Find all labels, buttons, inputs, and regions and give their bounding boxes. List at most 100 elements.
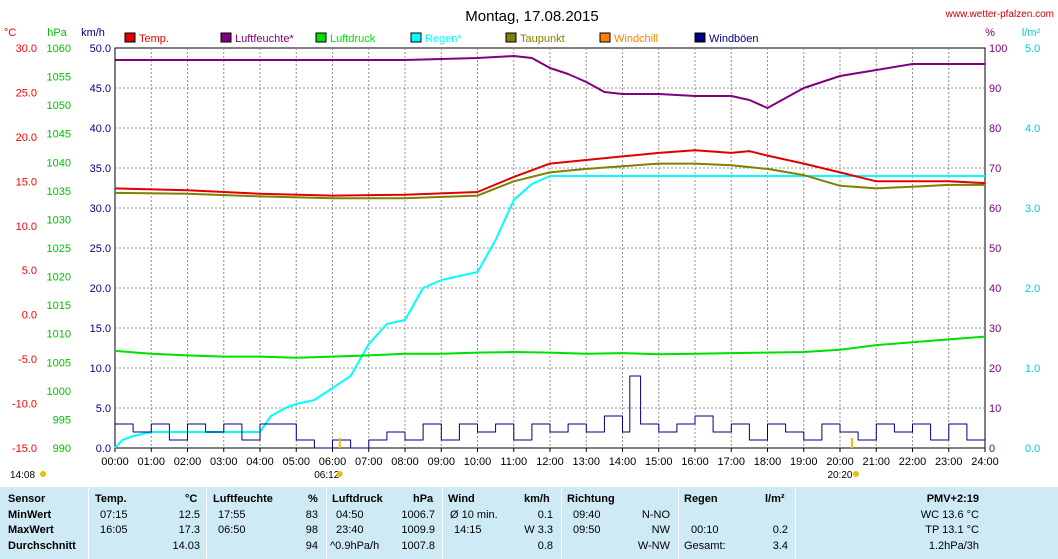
humidity-min-time: 17:55 — [218, 509, 246, 521]
chart-series — [114, 55, 986, 449]
rain-header: Regen — [684, 493, 718, 505]
pressure-unit: hPa — [413, 493, 434, 505]
humidity-avg-value: 94 — [305, 540, 318, 552]
pressure-min-time: 04:50 — [336, 509, 364, 521]
pressure-axis-tick-label: 1050 — [47, 100, 71, 112]
temp-axis-tick-label: 25.0 — [16, 87, 37, 99]
direction-max-time: 09:50 — [573, 524, 601, 536]
humidity-axis-tick-label: 50 — [989, 243, 1001, 255]
legend-label-luftfeuchte: Luftfeuchte* — [235, 33, 294, 45]
source-link[interactable]: www.wetter-pfalzen.com — [945, 9, 1054, 20]
x-tick-label: 20:00 — [826, 456, 854, 468]
pressure-axis-tick-label: 1000 — [47, 386, 71, 398]
x-tick-label: 23:00 — [935, 456, 963, 468]
direction-min-value: N-NO — [641, 509, 670, 521]
weather-chart: 00:00 01:00 02:00 03:00 04:00 05:00 06:00 07:00… — [4, 8, 1054, 481]
x-tick-label: 18:00 — [754, 456, 782, 468]
sensor-header: Sensor — [8, 493, 46, 505]
divider — [678, 487, 679, 559]
chart-grid — [114, 47, 986, 449]
wind-axis-tick-label: 10.0 — [90, 363, 111, 375]
wind-axis-tick-label: 45.0 — [90, 83, 111, 95]
pressure-avg-value: 1007.8 — [401, 540, 435, 552]
start-time-label: 14:08 — [10, 470, 35, 481]
humidity-max-value: 98 — [305, 524, 318, 536]
direction-min-time: 09:40 — [573, 509, 601, 521]
sunset-marker — [852, 471, 859, 477]
rain-axis-unit: l/m² — [1022, 27, 1041, 39]
humidity-max-time: 06:50 — [218, 524, 246, 536]
pressure-axis-tick-label: 1030 — [47, 214, 71, 226]
pressure-max-value: 1009.9 — [401, 524, 435, 536]
legend-swatch-temp — [124, 32, 136, 43]
rain-unit: l/m² — [765, 493, 785, 505]
humidity-axis-tick-label: 80 — [989, 123, 1001, 135]
x-tick-label: 13:00 — [572, 456, 600, 468]
pressure-axis-tick-label: 1040 — [47, 157, 71, 169]
pressure-axis-tick-label: 995 — [53, 414, 71, 426]
pressure-axis-tick-label: 1045 — [47, 129, 71, 141]
divider — [561, 487, 562, 559]
divider — [206, 487, 207, 559]
x-tick-label: 10:00 — [464, 456, 492, 468]
pressure-axis-unit: hPa — [47, 27, 67, 39]
humidity-axis-tick-label: 90 — [989, 83, 1001, 95]
divider — [795, 487, 796, 559]
rain-axis-tick-label: 4.0 — [1025, 123, 1040, 135]
humidity-min-value: 83 — [305, 509, 318, 521]
divider — [88, 487, 89, 559]
legend-swatch-taupunkt — [505, 32, 517, 43]
wind-header: Wind — [448, 493, 475, 505]
wind-avg-value: 0.8 — [537, 540, 553, 552]
humidity-axis-tick-label: 40 — [989, 283, 1001, 295]
rain-axis-tick-label: 5.0 — [1025, 43, 1040, 55]
humidity-axis-tick-label: 0 — [989, 443, 995, 455]
wind-axis-tick-label: 40.0 — [90, 123, 111, 135]
dewpoint-value: TP 13.1 °C — [925, 524, 979, 536]
wind-axis-tick-label: 35.0 — [90, 163, 111, 175]
x-tick-label: 19:00 — [790, 456, 818, 468]
wind-avg-label: Ø 10 min. — [450, 509, 498, 521]
legend-swatch-luftdruck — [315, 32, 327, 43]
temp-max-time: 16:05 — [100, 524, 128, 536]
pressure-axis-tick-label: 990 — [53, 443, 71, 455]
rain-axis-tick-label: 3.0 — [1025, 203, 1040, 215]
series-line-luftfeuchte — [115, 55, 985, 109]
x-tick-label: 14:00 — [609, 456, 637, 468]
pressure-3h-trend: 1.2hPa/3h — [928, 540, 979, 552]
legend-swatch-windchill — [599, 32, 611, 43]
temp-axis-tick-label: -15.0 — [12, 443, 37, 455]
x-tick-label: 07:00 — [355, 456, 383, 468]
temp-axis-tick-label: 10.0 — [16, 221, 37, 233]
rain-axis-tick-label: 1.0 — [1025, 363, 1040, 375]
rain-total-label: Gesamt: — [684, 540, 726, 552]
temp-axis-tick-label: 20.0 — [16, 132, 37, 144]
temp-min-time: 07:15 — [100, 509, 128, 521]
wind-unit: km/h — [524, 493, 550, 505]
x-tick-label: 21:00 — [862, 456, 890, 468]
wind-min-value: 0.1 — [537, 509, 553, 521]
min-row-label: MinWert — [8, 509, 52, 521]
legend-label-windchill: Windchill — [614, 33, 658, 45]
x-tick-label: 15:00 — [645, 456, 673, 468]
x-tick-label: 04:00 — [246, 456, 274, 468]
rain-max-value: 0.2 — [772, 524, 788, 536]
pressure-axis-tick-label: 1010 — [47, 329, 71, 341]
direction-header: Richtung — [567, 493, 615, 505]
sunset-label: 20:20 — [827, 470, 852, 481]
pressure-axis-tick-label: 1055 — [47, 72, 71, 84]
pressure-axis-tick-label: 1060 — [47, 43, 71, 55]
x-tick-label: 00:00 — [101, 456, 129, 468]
avg-row-label: Durchschnitt — [8, 540, 76, 552]
humidity-axis-tick-label: 100 — [989, 43, 1007, 55]
pressure-axis-tick-label: 1025 — [47, 243, 71, 255]
start-marker — [40, 471, 46, 477]
x-tick-label: 22:00 — [899, 456, 927, 468]
temp-axis-tick-label: -10.0 — [12, 399, 37, 411]
humidity-axis-tick-label: 10 — [989, 403, 1001, 415]
temp-header: Temp. — [95, 493, 127, 505]
wind-max-value: W 3.3 — [524, 524, 553, 536]
wind-axis-tick-label: 0.0 — [96, 443, 111, 455]
sunrise-label: 06:12 — [314, 470, 339, 481]
temp-avg-value: 14.03 — [172, 540, 200, 552]
